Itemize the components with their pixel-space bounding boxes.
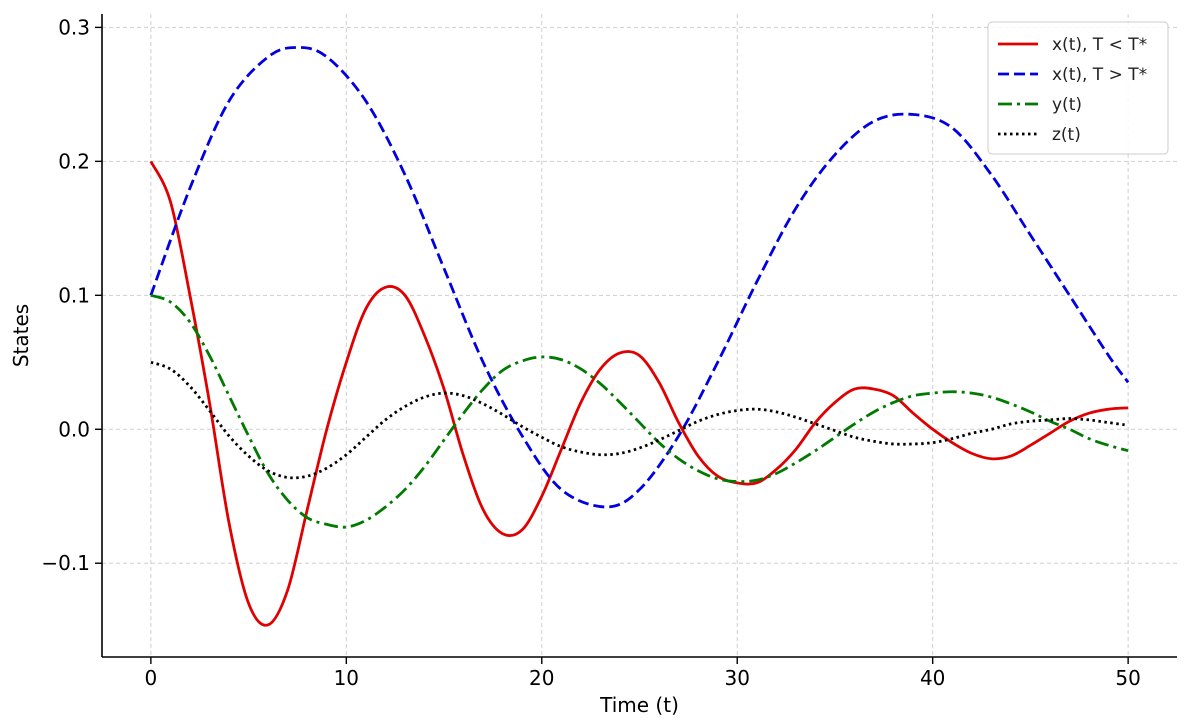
x-tick-label: 20: [529, 666, 554, 690]
legend-label: x(t), T < T*: [1052, 35, 1147, 55]
x-tick-label: 0: [144, 666, 157, 690]
legend-label: x(t), T > T*: [1052, 65, 1147, 85]
x-tick-label: 10: [334, 666, 359, 690]
y-tick-label: 0.1: [58, 283, 90, 307]
x-axis-label: Time (t): [599, 693, 679, 717]
y-tick-label: −0.1: [41, 551, 90, 575]
legend: x(t), T < T* x(t), T > T* y(t) z(t): [987, 21, 1169, 155]
y-tick-label: 0.2: [58, 149, 90, 173]
series-line-0: [149, 160, 1129, 627]
series-group: [149, 46, 1130, 627]
series-line-2: [150, 293, 1129, 529]
y-axis-label: States: [9, 304, 33, 367]
legend-label: z(t): [1052, 125, 1081, 145]
x-tick-label: 30: [725, 666, 750, 690]
axes: 0 10 20 30 40 50 −0.1 0.0 0.1 0.2 0.3: [41, 14, 1177, 690]
legend-label: y(t): [1052, 95, 1082, 115]
y-tick-label: 0.0: [58, 417, 90, 441]
x-tick-label: 50: [1115, 666, 1140, 690]
x-tick-label: 40: [920, 666, 945, 690]
series-line-3: [150, 360, 1129, 480]
series-line-1: [149, 46, 1130, 509]
legend-box: [987, 21, 1169, 155]
y-tick-label: 0.3: [58, 15, 90, 39]
